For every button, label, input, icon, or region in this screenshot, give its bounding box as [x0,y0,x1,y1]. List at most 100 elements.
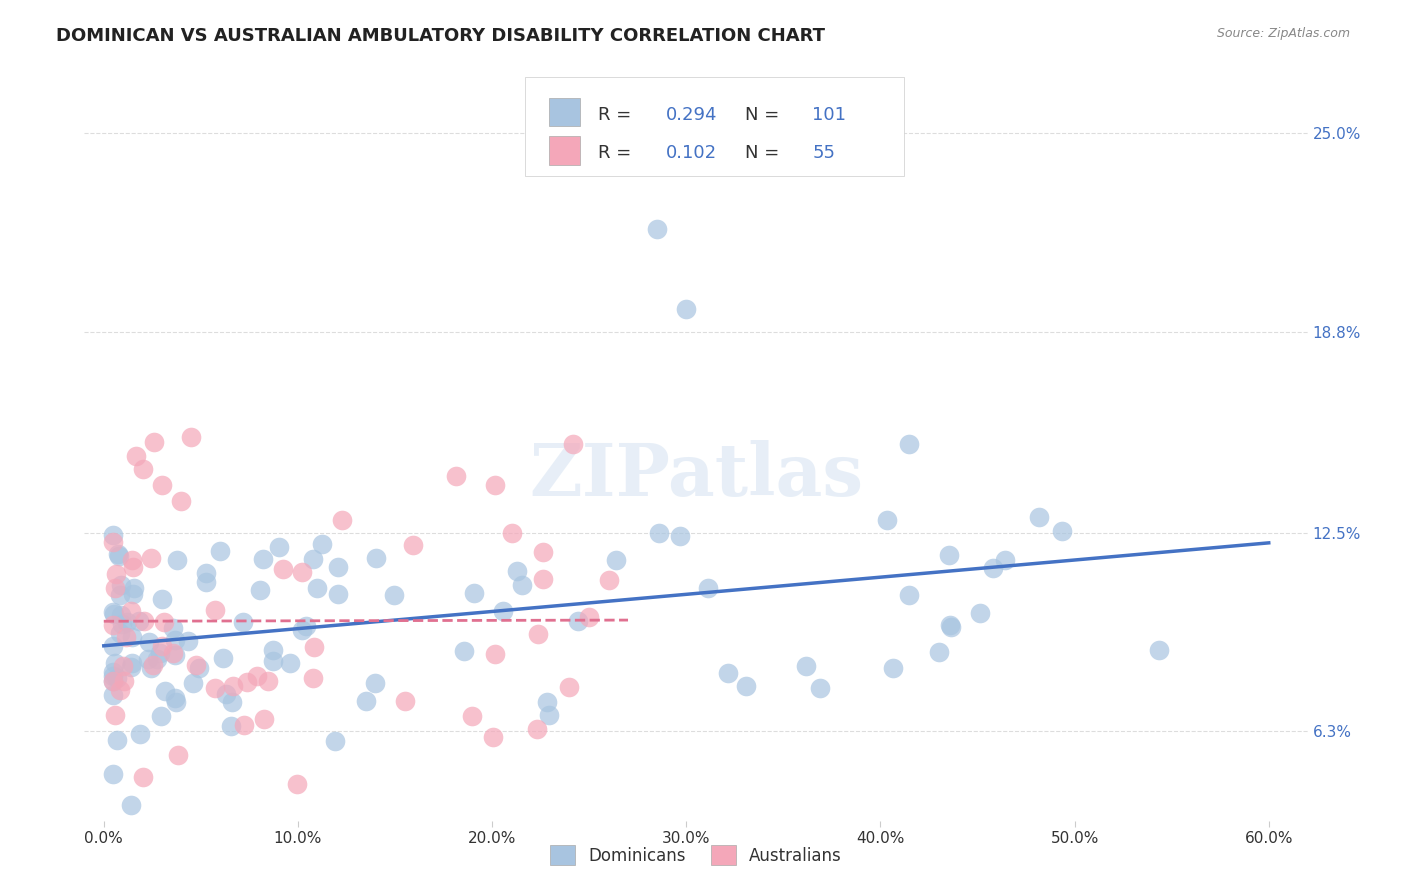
Text: N =: N = [745,145,785,162]
Point [163,633,186,648]
Point [105,672,128,686]
Point [146,652,169,666]
Point [578,610,600,624]
Point [526,722,548,736]
Point [195,566,218,581]
Point [188,660,211,674]
Point [121,553,143,567]
Point [484,478,506,492]
Point [236,675,259,690]
Point [107,548,129,562]
Point [149,708,172,723]
Point [364,550,387,565]
Text: R =: R = [598,145,637,162]
FancyBboxPatch shape [550,136,579,165]
Point [330,513,353,527]
Point [110,578,132,592]
Point [129,727,152,741]
Point [195,575,218,590]
Point [249,582,271,597]
Point [969,606,991,620]
Point [121,587,143,601]
Point [291,565,314,579]
Text: 101: 101 [813,106,846,124]
Point [103,665,125,679]
Point [928,645,950,659]
Point [648,526,671,541]
Point [262,655,284,669]
Point [110,608,132,623]
Point [222,679,245,693]
Point [505,564,527,578]
Point [717,666,740,681]
Point [598,573,620,587]
Point [675,302,697,317]
Point [180,430,202,444]
Point [165,695,187,709]
Point [214,687,236,701]
Point [105,566,128,581]
Point [734,679,756,693]
Point [181,675,204,690]
Point [142,658,165,673]
Point [808,681,831,695]
Point [125,450,148,464]
Text: 0.102: 0.102 [665,145,717,162]
Point [444,469,467,483]
Text: DOMINICAN VS AUSTRALIAN AMBULATORY DISABILITY CORRELATION CHART: DOMINICAN VS AUSTRALIAN AMBULATORY DISAB… [56,27,825,45]
Point [794,659,817,673]
Point [162,621,184,635]
Point [231,615,253,629]
Legend: Dominicans, Australians: Dominicans, Australians [541,837,851,873]
Point [305,581,328,595]
Point [271,561,294,575]
Point [645,222,668,236]
Point [460,709,482,723]
Point [233,718,256,732]
Point [138,635,160,649]
Point [131,462,153,476]
Point [285,777,308,791]
Point [103,534,125,549]
Point [510,578,533,592]
Point [354,694,377,708]
Point [167,748,190,763]
Point [311,537,333,551]
Point [103,674,125,689]
Point [481,730,503,744]
Point [153,615,176,629]
Point [208,543,231,558]
Point [108,588,131,602]
Text: N =: N = [745,106,785,124]
Point [141,551,163,566]
Point [537,708,560,723]
Point [326,587,349,601]
Point [294,619,316,633]
Point [212,650,235,665]
Point [104,707,127,722]
Point [557,681,579,695]
Point [252,552,274,566]
Point [108,625,131,640]
Text: 0.294: 0.294 [665,106,717,124]
Point [876,513,898,527]
Point [121,657,143,671]
Point [104,581,127,595]
Point [111,616,134,631]
Point [121,560,143,574]
Point [115,630,138,644]
Point [938,548,960,562]
Point [121,630,143,644]
Point [302,640,325,654]
Point [669,529,692,543]
Point [150,639,173,653]
Point [246,669,269,683]
Point [132,770,155,784]
Point [536,694,558,708]
Point [103,639,125,653]
Point [697,582,720,596]
Point [382,588,405,602]
Point [111,659,134,673]
Point [124,581,146,595]
Point [605,553,627,567]
